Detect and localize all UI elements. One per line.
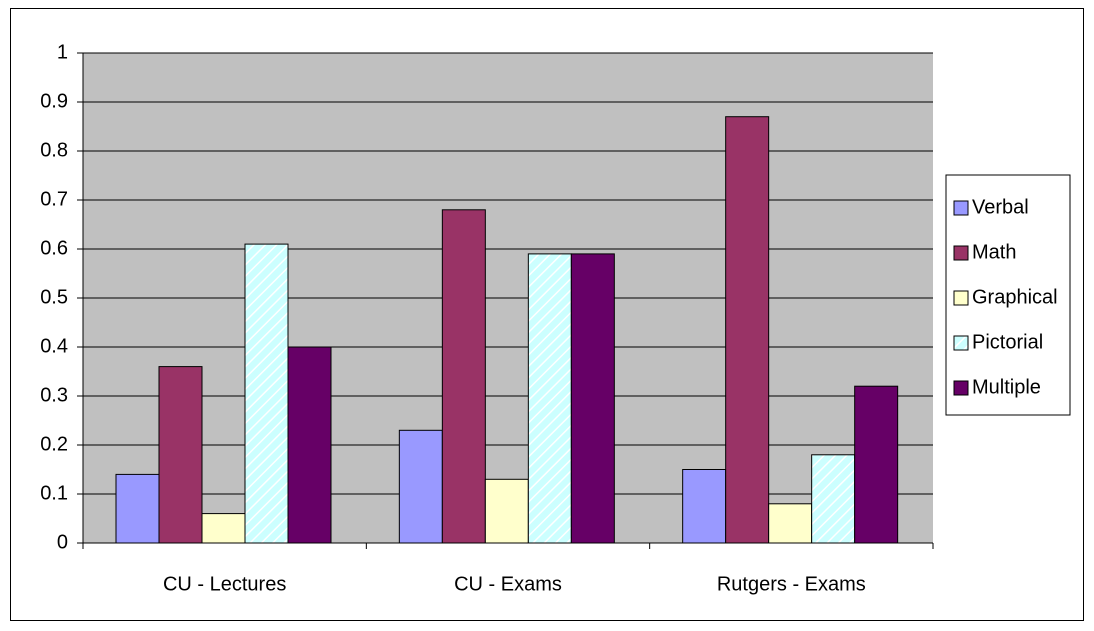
bar xyxy=(725,116,770,544)
bar xyxy=(570,253,615,544)
y-tick-label: 0.5 xyxy=(40,286,68,308)
y-tick-label: 0.8 xyxy=(40,139,68,161)
legend-label: Pictorial xyxy=(972,331,1043,353)
bar xyxy=(484,478,529,544)
bar xyxy=(441,209,486,544)
y-tick-label: 0.3 xyxy=(40,384,68,406)
x-tick-label: CU - Lectures xyxy=(163,573,286,595)
bar xyxy=(244,243,289,544)
bar xyxy=(398,429,443,544)
y-tick-label: 0.2 xyxy=(40,433,68,455)
bar xyxy=(768,503,813,544)
y-tick-label: 0.4 xyxy=(40,335,68,357)
bar xyxy=(201,513,246,544)
legend-label: Math xyxy=(972,241,1016,263)
legend-swatch xyxy=(953,200,969,216)
legend-swatch xyxy=(953,290,969,306)
y-tick-label: 0.6 xyxy=(40,237,68,259)
y-tick-label: 0 xyxy=(57,531,68,553)
bar xyxy=(682,469,727,544)
bar xyxy=(158,366,203,544)
y-tick-label: 0.9 xyxy=(40,90,68,112)
legend-label: Multiple xyxy=(972,376,1041,398)
legend-label: Verbal xyxy=(972,196,1029,218)
legend-swatch xyxy=(953,335,969,351)
legend-swatch xyxy=(953,245,969,261)
legend-label: Graphical xyxy=(972,286,1058,308)
x-tick-label: CU - Exams xyxy=(454,573,562,595)
y-tick-label: 0.1 xyxy=(40,482,68,504)
bar xyxy=(527,253,572,544)
bar xyxy=(115,473,160,544)
bar xyxy=(287,346,332,544)
y-tick-label: 1 xyxy=(57,41,68,63)
bar xyxy=(811,454,856,544)
bar xyxy=(854,385,899,544)
x-tick-label: Rutgers - Exams xyxy=(717,573,866,595)
y-tick-label: 0.7 xyxy=(40,188,68,210)
legend-swatch xyxy=(953,380,969,396)
